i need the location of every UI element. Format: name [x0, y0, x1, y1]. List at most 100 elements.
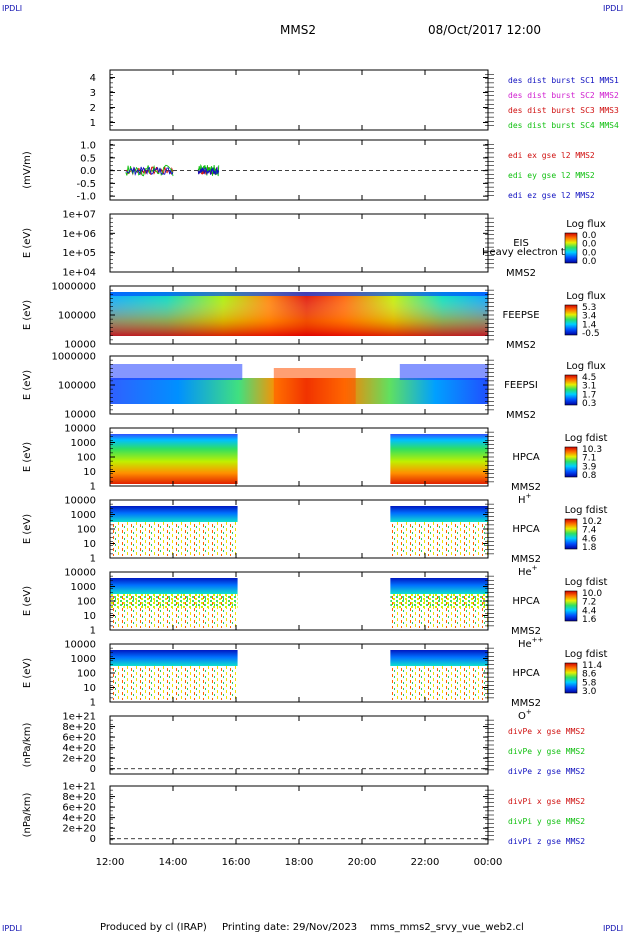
corner-mark-left-top: IPDLI — [2, 4, 22, 13]
species-label: O+ — [518, 708, 532, 722]
ytick-label: 1000 — [71, 510, 96, 521]
ytick-label: 1000000 — [51, 282, 96, 293]
ytick-label: 1 — [90, 626, 96, 637]
panel-frame-edi-e-gse — [109, 139, 489, 201]
ytick-label: 100 — [77, 597, 96, 608]
colorbar — [564, 232, 578, 264]
panel-edi-e-gse: 1.00.5 0.0 -0.5 -1.0 (mV/m) edi ex gse l2 MMS… — [22, 139, 595, 203]
legend-entry: divPe y gse MMS2 — [508, 747, 585, 756]
xtick-label: 18:00 — [285, 857, 314, 868]
colorbar-tick: 3.4 — [582, 312, 597, 322]
species-label: He++ — [518, 636, 544, 650]
legend-entry: edi ez gse l2 MMS2 — [508, 191, 595, 200]
colorbar-tick: 1.6 — [582, 615, 597, 625]
colorbar-title: Log flux — [566, 361, 606, 372]
ytick-label: 10 — [83, 683, 96, 694]
panel-des-dist-burst: 4 3 2 1 des dist burst SC1 MMS1 des dist burs… — [90, 69, 619, 131]
ytick-label: 0 — [90, 834, 96, 845]
ylabel-hpca-he2: E (eV) — [22, 586, 33, 616]
ytick-label: 8e+20 — [62, 722, 96, 733]
spacecraft-label: MMS2 — [511, 698, 541, 709]
ytick-label: 1000 — [71, 582, 96, 593]
legend-entry: divPi z gse MMS2 — [508, 837, 585, 846]
ytick-label: 2e+20 — [62, 754, 96, 765]
panel-frame-divpi — [109, 785, 489, 845]
colorbar-tick: 10.0 — [582, 589, 602, 599]
spectrogram-feepsi — [110, 364, 488, 404]
ytick-label: 6e+20 — [62, 803, 96, 814]
ytick-label: 2e+20 — [62, 824, 96, 835]
colorbar — [564, 304, 578, 336]
xtick-label: 00:00 — [474, 857, 503, 868]
colorbar-title: Log fdist — [565, 433, 608, 444]
ytick-label: 6e+20 — [62, 733, 96, 744]
ylabel-feepsi: E (eV) — [22, 370, 33, 400]
edi-traces — [125, 163, 220, 177]
spectrogram-hpca-he2 — [110, 578, 488, 628]
panel-frame-divpe — [109, 715, 489, 775]
ytick-label: 4e+20 — [62, 813, 96, 824]
legend-entry: edi ey gse l2 MMS2 — [508, 171, 595, 180]
colorbar-title: Log flux — [566, 291, 606, 302]
xtick-label: 20:00 — [348, 857, 377, 868]
instrument-label: HPCA — [512, 668, 540, 679]
ytick-label: 10 — [83, 611, 96, 622]
panel-feepse: 1000000 100000 10000 E (eV) FEEPSE MMS2 Log fl… — [22, 282, 606, 352]
spacecraft-label: MMS2 — [506, 410, 536, 421]
instrument-label: EIS — [513, 238, 529, 249]
colorbar-tick: 11.4 — [582, 661, 602, 671]
footer-printing-date: Printing date: 29/Nov/2023 — [222, 922, 357, 933]
colorbar-tick: 1.7 — [582, 390, 596, 400]
colorbar-title: Log fdist — [565, 649, 608, 660]
ytick-label: 2 — [90, 103, 96, 114]
colorbar-tick: 0.0 — [582, 240, 597, 250]
panel-eis: 1e+07 1e+06 1e+05 1e+04 E (eV) EIS MMS2 Heavy e… — [22, 210, 606, 280]
colorbar-tick: -0.5 — [582, 329, 600, 339]
corner-mark-right-bottom: IPDLI — [603, 924, 623, 933]
colorbar-tick: 5.8 — [582, 678, 597, 688]
panel-feepsi: 1000000 100000 10000 E (eV) FEEPSI MMS2 Log fl… — [22, 352, 606, 422]
species-label: H+ — [518, 492, 532, 506]
legend-entry: divPi x gse MMS2 — [508, 797, 585, 806]
colorbar — [564, 374, 578, 406]
colorbar-tick: 3.0 — [582, 687, 597, 697]
ytick-label: 3 — [90, 88, 96, 99]
ytick-label: 100 — [77, 525, 96, 536]
ylabel-divpe: (nPa/km) — [22, 723, 33, 768]
legend-entry: des dist burst SC1 MMS1 — [508, 76, 619, 85]
ytick-label: 10000 — [64, 424, 96, 435]
ytick-label: 1e+05 — [62, 248, 96, 259]
spacecraft-label: MMS2 — [506, 268, 536, 279]
ytick-label: 100 — [77, 669, 96, 680]
ytick-label: 0.0 — [80, 166, 96, 177]
colorbar-tick: 3.9 — [582, 462, 597, 472]
colorbar-tick: 7.2 — [582, 598, 596, 608]
ytick-label: 8e+20 — [62, 792, 96, 803]
spacecraft-label: MMS2 — [506, 340, 536, 351]
ytick-label: 1 — [90, 698, 96, 709]
spectrogram-hpca-h — [110, 434, 488, 484]
colorbar — [564, 518, 578, 550]
species-label: He+ — [518, 564, 538, 578]
ytick-label: 10000 — [64, 410, 96, 421]
colorbar-tick: 7.4 — [582, 526, 597, 536]
legend-entry: des dist burst SC2 MMS2 — [508, 91, 619, 100]
datetime-title: 08/Oct/2017 12:00 — [428, 23, 541, 37]
panel-frame-eis — [109, 213, 489, 273]
spacecraft-title: MMS2 — [280, 23, 316, 37]
ytick-label: 10 — [83, 467, 96, 478]
ytick-label: 100000 — [58, 311, 96, 322]
colorbar-tick: 0.0 — [582, 231, 597, 241]
spacecraft-label: MMS2 — [511, 626, 541, 637]
ytick-label: 1 — [90, 482, 96, 493]
ylabel-divpi: (nPa/km) — [22, 793, 33, 838]
legend-entry: divPe z gse MMS2 — [508, 767, 585, 776]
instrument-label: HPCA — [512, 596, 540, 607]
ytick-label: 1000 — [71, 438, 96, 449]
spectrogram-feepse — [110, 292, 488, 336]
ytick-label: 1e+21 — [62, 782, 96, 793]
colorbar-tick: 4.5 — [582, 373, 596, 383]
